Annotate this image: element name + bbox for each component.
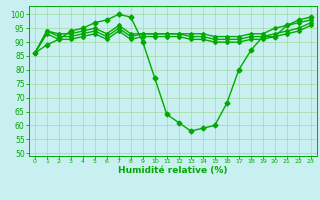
X-axis label: Humidité relative (%): Humidité relative (%): [118, 166, 228, 175]
